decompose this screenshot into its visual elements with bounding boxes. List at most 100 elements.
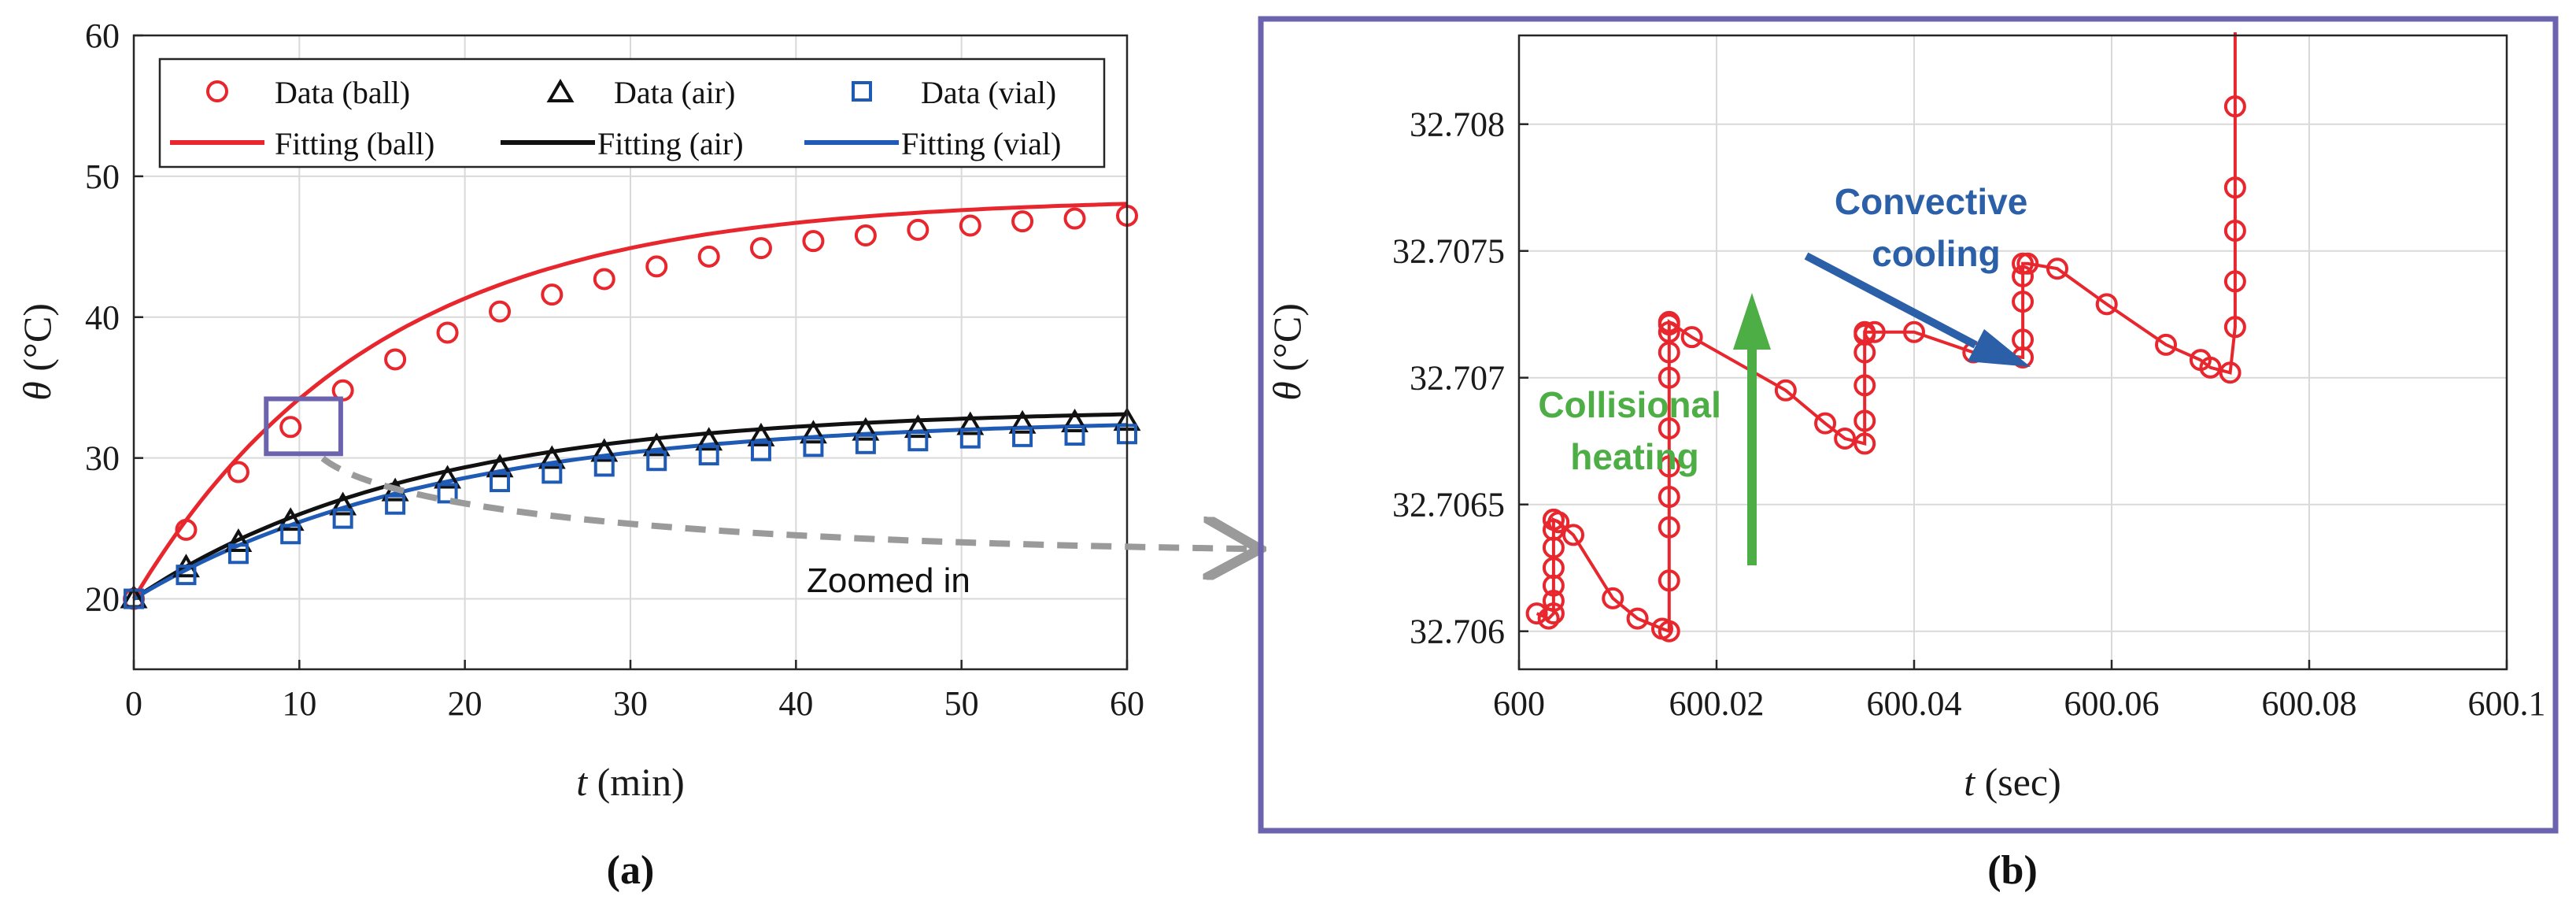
panel-b-marker-data-ball — [2012, 328, 2035, 351]
panel-a-marker-data-vial — [176, 565, 197, 586]
panel-b-marker-data-ball — [1863, 320, 1886, 343]
panel-a-marker-data-vial — [385, 494, 406, 515]
panel-a-marker-data-vial — [437, 483, 458, 504]
panel-a-marker-data-vial — [803, 436, 824, 457]
panel-b-x-tick-label: 600.04 — [1867, 684, 1962, 723]
panel-a-marker-data-vial — [646, 450, 667, 472]
panel-a-marker-data-air — [329, 491, 357, 516]
panel-a-marker-data-ball — [227, 461, 249, 483]
panel-a-marker-data-ball — [175, 518, 198, 541]
zoom-box — [264, 396, 343, 457]
panel-a-marker-data-air — [434, 465, 462, 489]
legend-marker-data-air — [546, 79, 575, 102]
panel-a-x-tick-label: 30 — [613, 684, 648, 723]
panel-b-series-line-data-ball — [1536, 32, 2237, 634]
panel-a-marker-data-air — [1008, 409, 1037, 434]
panel-b-marker-data-ball — [1853, 432, 1876, 455]
panel-a-x-tick-label: 50 — [944, 684, 979, 723]
panel-a-marker-data-vial — [750, 440, 771, 461]
panel-a-marker-data-ball — [749, 237, 772, 260]
panel-b-chart: 600 600.02 600.04 600.06 600.08 600.1 32.706 32… — [1258, 16, 2559, 893]
panel-b-marker-data-ball — [2199, 356, 2222, 379]
panel-b-y-tick-label: 32.7075 — [1392, 232, 1505, 271]
panel-b-marker-data-ball — [2012, 265, 2035, 287]
panel-a-marker-data-vial — [1012, 426, 1033, 447]
panel-a-marker-data-air — [904, 414, 932, 439]
panel-b-marker-data-ball — [1658, 569, 1680, 592]
collisional-heating-label: Collisional heating — [1538, 384, 1731, 477]
panel-b-x-axis-label: t (sec) — [1964, 760, 2061, 804]
panel-b-marker-data-ball — [2095, 293, 2118, 316]
panel-a-marker-data-air — [956, 411, 985, 435]
panel-a-x-axis-label: t (min) — [576, 760, 685, 804]
legend-label-fitting-ball: Fitting (ball) — [275, 126, 434, 161]
panel-b-marker-data-ball — [1542, 590, 1565, 613]
panel-a-marker-data-air — [590, 438, 619, 462]
panel-a-label: (a) — [607, 848, 655, 893]
panel-a-marker-data-vial — [907, 431, 929, 452]
panel-b-marker-data-ball — [1853, 374, 1876, 397]
panel-b-marker-data-ball — [1680, 326, 1703, 349]
panel-b-marker-data-ball — [1525, 602, 1548, 625]
panel-b-marker-data-ball — [2155, 333, 2178, 356]
panel-a-x-tick-label: 20 — [448, 684, 482, 723]
collisional-heating-arrowhead — [1733, 293, 1771, 350]
panel-a-y-tick-label: 50 — [85, 157, 120, 196]
panel-b-marker-data-ball — [1658, 455, 1680, 478]
panel-b-marker-data-ball — [1658, 486, 1680, 509]
panel-b-marker-data-ball — [2223, 219, 2246, 242]
panel-a-chart: 0 10 20 30 40 50 60 20 30 40 50 60 Zoomed in Data (… — [15, 17, 1247, 893]
panel-b-marker-data-ball — [1626, 607, 1649, 630]
panel-b-y-tick-label: 32.7065 — [1392, 486, 1505, 524]
legend: Data (ball) Data (air) Data (vial) Fitti… — [158, 57, 1106, 168]
convective-cooling-arrow — [1804, 252, 1978, 349]
panel-a-data-markers — [120, 204, 1141, 610]
panel-a-marker-data-vial — [541, 463, 563, 484]
legend-label-data-vial: Data (vial) — [921, 75, 1056, 110]
panel-b-x-tick-label: 600.08 — [2262, 684, 2357, 723]
panel-b-marker-data-ball — [1834, 427, 1857, 450]
panel-b-marker-data-ball — [2223, 316, 2246, 339]
panel-b-marker-data-ball — [1658, 320, 1680, 343]
panel-b-x-tick-label: 600.02 — [1669, 684, 1765, 723]
panel-a-marker-data-air — [276, 507, 305, 531]
panel-a-marker-data-vial — [280, 524, 301, 545]
panel-a-marker-data-ball — [802, 230, 825, 253]
panel-a-marker-data-ball — [907, 218, 930, 241]
panel-b-marker-data-ball — [2223, 176, 2246, 199]
panel-b-outer-frame — [1258, 16, 2559, 834]
zoomed-in-label: Zoomed in — [807, 561, 970, 600]
panel-b-marker-data-ball — [1562, 524, 1585, 546]
panel-b-marker-data-ball — [1853, 409, 1876, 432]
panel-b-marker-data-ball — [1658, 516, 1680, 539]
panel-b-marker-data-ball — [1658, 417, 1680, 440]
panel-a-marker-data-air — [1061, 408, 1089, 432]
panel-a-marker-data-vial — [698, 445, 719, 466]
panel-a-marker-data-ball — [541, 283, 564, 306]
panel-b-y-tick-label: 32.706 — [1410, 613, 1505, 651]
panel-a-marker-data-vial — [959, 428, 981, 449]
panel-a-marker-data-air — [538, 445, 566, 469]
panel-b-marker-data-ball — [1814, 412, 1837, 435]
panel-a-marker-data-air — [642, 432, 671, 457]
panel-b-data-markers — [1525, 95, 2246, 643]
panel-a-marker-data-vial — [855, 433, 876, 454]
zoom-arrow — [320, 455, 1247, 549]
panel-a-marker-data-ball — [959, 214, 981, 237]
panel-b-grid — [1517, 35, 2508, 669]
legend-box — [158, 57, 1106, 168]
panel-b-y-tick-label: 32.708 — [1410, 106, 1505, 144]
panel-b-marker-data-ball — [1774, 379, 1797, 402]
panel-b-axes-frame — [1517, 34, 2508, 671]
panel-b-marker-data-ball — [2046, 257, 2068, 280]
panel-b-marker-data-ball — [1542, 602, 1565, 625]
panel-a-y-tick-label: 30 — [85, 439, 120, 478]
panel-b-tick-labels: 600 600.02 600.04 600.06 600.08 600.1 32.706 32… — [1392, 106, 2546, 723]
panel-a-x-tick-label: 10 — [282, 684, 316, 723]
panel-a-marker-data-air — [224, 528, 253, 552]
panel-b-marker-data-ball — [2219, 361, 2242, 384]
panel-a-y-tick-label: 40 — [85, 298, 120, 337]
panel-a-marker-data-vial — [490, 472, 511, 493]
legend-label-data-air: Data (air) — [614, 75, 735, 110]
